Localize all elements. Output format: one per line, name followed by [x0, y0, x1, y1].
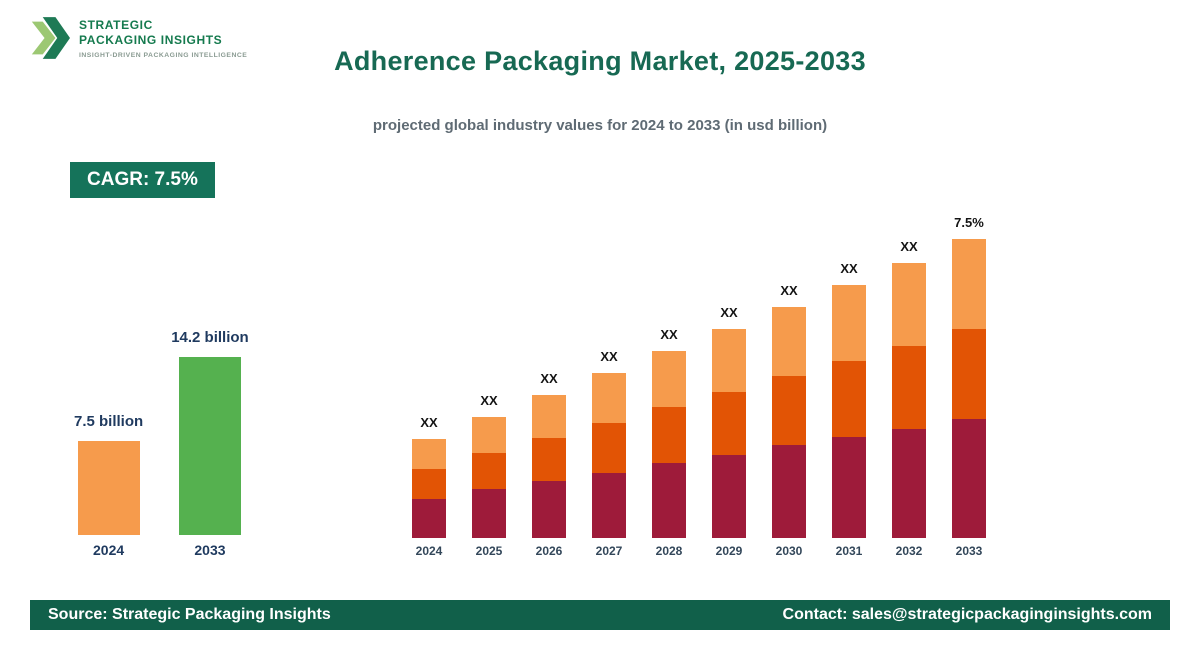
growth-value-label: 14.2 billion — [171, 329, 249, 346]
stacked-bar — [652, 351, 686, 538]
year-label: 2024 — [93, 542, 125, 558]
bar-segment-top — [832, 285, 866, 361]
bar-segment-middle — [892, 346, 926, 429]
stacked-bar-column-2033: 7.5% 2033 — [952, 215, 986, 558]
stacked-bar-column-2025: XX 2025 — [472, 393, 506, 558]
bar-segment-bottom — [772, 445, 806, 538]
bar-value-label: XX — [660, 327, 678, 342]
year-label: 2029 — [715, 544, 743, 558]
stacked-bar — [532, 395, 566, 538]
logo-tagline: INSIGHT-DRIVEN PACKAGING INTELLIGENCE — [79, 51, 248, 59]
stacked-bar-column-2026: XX 2026 — [532, 371, 566, 558]
bar-segment-bottom — [832, 437, 866, 538]
bar-segment-bottom — [472, 489, 506, 538]
bar-segment-top — [772, 307, 806, 376]
bar-segment-bottom — [952, 419, 986, 538]
growth-bar — [77, 441, 140, 535]
stacked-bar — [472, 417, 506, 538]
stacked-bar — [712, 329, 746, 538]
stacked-bar — [832, 285, 866, 538]
bar-segment-middle — [652, 407, 686, 463]
bar-segment-top — [952, 239, 986, 329]
footer-source: Source: Strategic Packaging Insights — [48, 606, 331, 623]
stacked-bar-column-2027: XX 2027 — [592, 349, 626, 558]
bar-segment-top — [412, 439, 446, 469]
bar-value-label: XX — [600, 349, 618, 364]
bar-value-label: XX — [720, 305, 738, 320]
bar-segment-bottom — [892, 429, 926, 538]
growth-value-label: 7.5 billion — [74, 413, 144, 430]
stacked-bar — [592, 373, 626, 538]
bar-segment-top — [472, 417, 506, 453]
bar-segment-top — [592, 373, 626, 423]
stacked-bar — [952, 239, 986, 538]
bar-segment-bottom — [712, 455, 746, 538]
bar-segment-bottom — [532, 481, 566, 538]
logo-text: STRATEGIC PACKAGING INSIGHTS INSIGHT-DRI… — [79, 18, 247, 59]
footer-contact: Contact: sales@strategicpackaginginsight… — [782, 606, 1152, 623]
year-label: 2025 — [475, 544, 503, 558]
bar-value-label: 7.5% — [954, 215, 984, 230]
bar-segment-top — [532, 395, 566, 438]
year-label: 2024 — [415, 544, 443, 558]
logo-line1: STRATEGIC — [79, 17, 153, 32]
logo: STRATEGIC PACKAGING INSIGHTS INSIGHT-DRI… — [30, 12, 247, 64]
year-label: 2033 — [955, 544, 983, 558]
year-label: 2031 — [835, 544, 863, 558]
bar-segment-middle — [472, 453, 506, 489]
stacked-bar — [412, 439, 446, 538]
bar-value-label: XX — [900, 239, 918, 254]
logo-line2: PACKAGING INSIGHTS — [79, 32, 223, 47]
year-label: 2032 — [895, 544, 923, 558]
bar-segment-middle — [712, 392, 746, 455]
bar-value-label: XX — [420, 415, 438, 430]
stacked-bar-column-2030: XX 2030 — [772, 283, 806, 558]
page-subtitle: projected global industry values for 202… — [372, 117, 828, 134]
bar-segment-bottom — [592, 473, 626, 538]
footer-bar: Source: Strategic Packaging Insights Con… — [30, 600, 1170, 630]
stacked-bar-column-2028: XX 2028 — [652, 327, 686, 558]
bar-segment-top — [892, 263, 926, 346]
year-label: 2026 — [535, 544, 563, 558]
page-title: Adherence Packaging Market, 2025-2033 — [334, 46, 866, 76]
year-label: 2027 — [595, 544, 623, 558]
bar-segment-top — [652, 351, 686, 407]
stacked-bar-column-2029: XX 2029 — [712, 305, 746, 558]
bar-value-label: XX — [840, 261, 858, 276]
bar-segment-middle — [412, 469, 446, 499]
growth-bar — [178, 357, 241, 535]
stacked-bar-column-2031: XX 2031 — [832, 261, 866, 558]
stacked-bar — [772, 307, 806, 538]
growth-comparison-chart: 7.5 billion 2024 14.2 billion 2033 — [74, 329, 249, 558]
bar-value-label: XX — [540, 371, 558, 386]
stacked-bar-column-2032: XX 2032 — [892, 239, 926, 558]
year-label: 2033 — [194, 542, 226, 558]
bar-value-label: XX — [480, 393, 498, 408]
cagr-badge: CAGR: 7.5% — [70, 162, 215, 198]
year-label: 2030 — [775, 544, 803, 558]
bar-segment-middle — [772, 376, 806, 445]
bar-segment-middle — [532, 438, 566, 481]
stacked-bar-column-2024: XX 2024 — [412, 415, 446, 558]
bar-segment-bottom — [412, 499, 446, 538]
bar-segment-bottom — [652, 463, 686, 538]
stacked-projection-chart: XX 2024 XX 2025 XX 2026 XX 2027 XX 2028 XX 2029 XX 20… — [412, 215, 986, 558]
bar-value-label: XX — [780, 283, 798, 298]
growth-bar-column-2024: 7.5 billion 2024 — [74, 413, 143, 558]
year-label: 2028 — [655, 544, 683, 558]
bar-segment-middle — [592, 423, 626, 473]
growth-bar-column-2033: 14.2 billion 2033 — [171, 329, 249, 558]
logo-chevron-icon — [30, 12, 70, 64]
bar-segment-middle — [952, 329, 986, 419]
bar-segment-middle — [832, 361, 866, 437]
bar-segment-top — [712, 329, 746, 392]
stacked-bar — [892, 263, 926, 538]
